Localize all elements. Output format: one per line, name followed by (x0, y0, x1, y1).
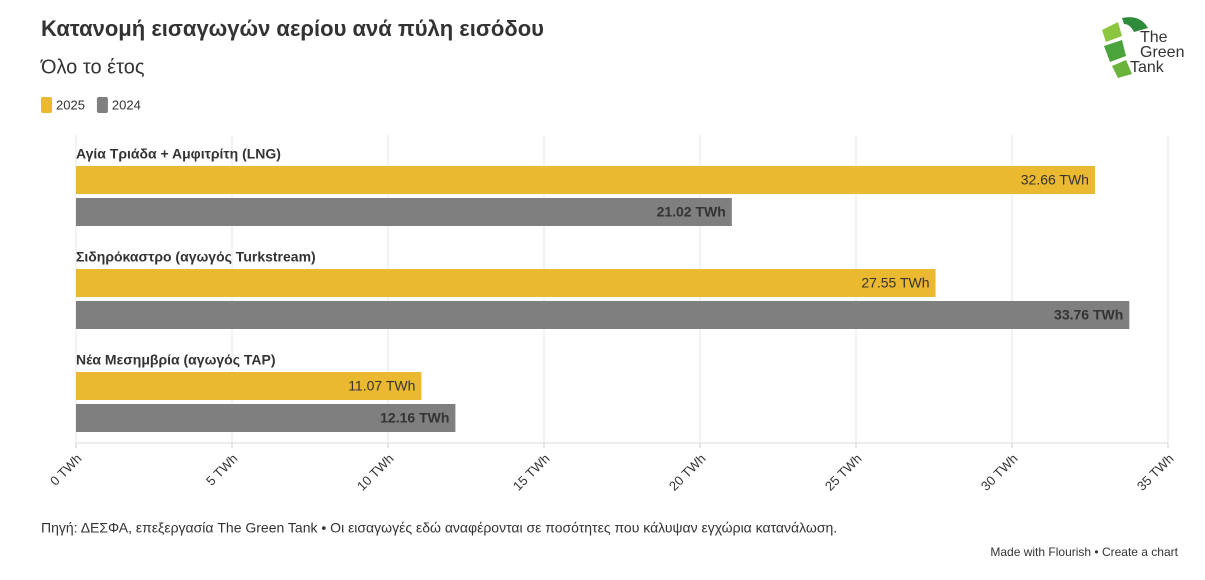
bar (76, 372, 422, 400)
legend-swatch (96, 97, 108, 113)
logo-text: Green (1140, 44, 1184, 61)
bar (76, 301, 1130, 329)
value-label: 21.02 TWh (657, 204, 726, 220)
x-tick-label: 20 TWh (666, 451, 709, 494)
bar (76, 166, 1095, 194)
logo-text: The (1140, 29, 1168, 46)
legend-swatch (41, 97, 52, 113)
x-tick-label: 35 TWh (1134, 451, 1177, 494)
x-tick-label: 30 TWh (978, 451, 1021, 494)
bar (76, 198, 732, 226)
logo-shape (1104, 40, 1126, 62)
x-tick-label: 10 TWh (354, 451, 397, 494)
category-label: Αγία Τριάδα + Αμφιτρίτη (LNG) (76, 146, 281, 162)
legend-label: 2025 (56, 97, 85, 112)
logo-text: Tank (1130, 59, 1165, 76)
credit[interactable]: Made with Flourish • Create a chart (990, 545, 1178, 559)
chart-subtitle: Όλο το έτος (40, 56, 145, 78)
bar (76, 404, 456, 432)
category-label: Νέα Μεσημβρία (αγωγός TAP) (76, 352, 276, 368)
x-tick-label: 15 TWh (510, 451, 553, 494)
logo-shape (1122, 17, 1148, 32)
source-note: Πηγή: ΔΕΣΦΑ, επεξεργασία The Green Tank … (41, 520, 837, 536)
x-tick-label: 0 TWh (47, 451, 85, 489)
value-label: 12.16 TWh (380, 410, 449, 426)
chart-title: Κατανομή εισαγωγών αερίου ανά πύλη εισόδ… (41, 16, 544, 41)
value-label: 11.07 TWh (348, 378, 415, 394)
category-label: Σιδηρόκαστρο (αγωγός Turkstream) (76, 249, 316, 265)
logo: The Green Tank (1102, 17, 1184, 78)
legend-label: 2024 (112, 97, 141, 112)
bar (76, 269, 936, 297)
value-label: 32.66 TWh (1021, 172, 1089, 188)
value-label: 27.55 TWh (861, 275, 929, 291)
logo-shape (1112, 60, 1132, 78)
logo-shape (1102, 22, 1122, 42)
x-tick-label: 5 TWh (203, 451, 241, 489)
x-tick-label: 25 TWh (822, 451, 865, 494)
value-label: 33.76 TWh (1054, 307, 1123, 323)
